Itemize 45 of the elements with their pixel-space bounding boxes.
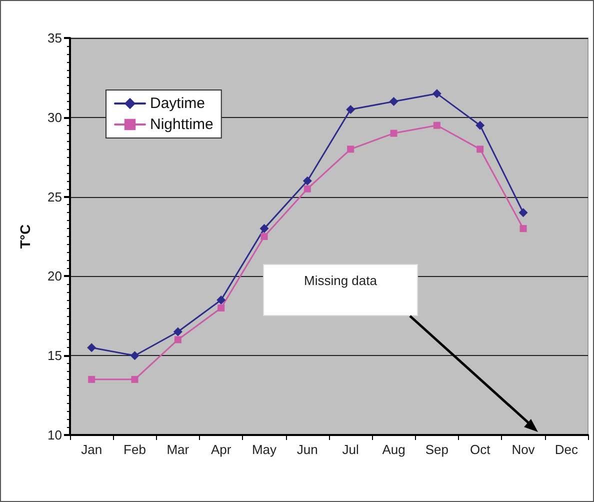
point <box>347 146 354 153</box>
x-tick-label: Oct <box>470 442 491 457</box>
point <box>260 233 268 240</box>
y-tick-label: 30 <box>48 110 62 125</box>
point <box>174 336 182 344</box>
point <box>216 296 226 305</box>
x-tick-label: Jul <box>342 442 359 457</box>
point <box>389 97 398 106</box>
x-tick-label: May <box>252 442 278 457</box>
x-tick-label: Apr <box>210 442 232 457</box>
point <box>390 130 398 137</box>
x-tick-label: Jan <box>81 442 102 457</box>
point <box>173 327 182 336</box>
legend-label: Nighttime <box>150 116 214 133</box>
annotation: Missing data <box>303 273 378 288</box>
x-tick-label: Feb <box>124 442 146 457</box>
x-tick-label: Nov <box>512 442 536 457</box>
point <box>302 176 312 186</box>
point <box>476 146 484 153</box>
y-tick-label: 35 <box>48 30 62 46</box>
y-tick-label: 10 <box>48 428 62 442</box>
point <box>432 89 442 98</box>
point <box>87 343 96 352</box>
callout-box: Missing data <box>263 264 418 316</box>
point <box>518 208 528 218</box>
point <box>346 104 356 114</box>
x-tick-label: Jun <box>296 442 318 457</box>
x-tick-label: Sep <box>425 442 448 457</box>
y-axis-title: T°C <box>17 224 33 249</box>
y-tick-label: 20 <box>48 268 62 284</box>
x-tick-label: Aug <box>382 442 406 457</box>
y-tick-label: 15 <box>48 348 62 364</box>
y-tick-label: 25 <box>48 189 62 204</box>
point <box>476 120 485 130</box>
point <box>218 304 225 312</box>
point <box>433 122 440 129</box>
point <box>304 185 311 192</box>
x-tick-label: Mar <box>166 442 190 457</box>
point <box>130 351 140 360</box>
point <box>131 376 138 383</box>
point <box>260 224 269 234</box>
point <box>520 225 527 232</box>
legend-label: Daytime <box>150 95 206 112</box>
x-tick-label: Dec <box>554 442 578 457</box>
point <box>88 376 96 383</box>
